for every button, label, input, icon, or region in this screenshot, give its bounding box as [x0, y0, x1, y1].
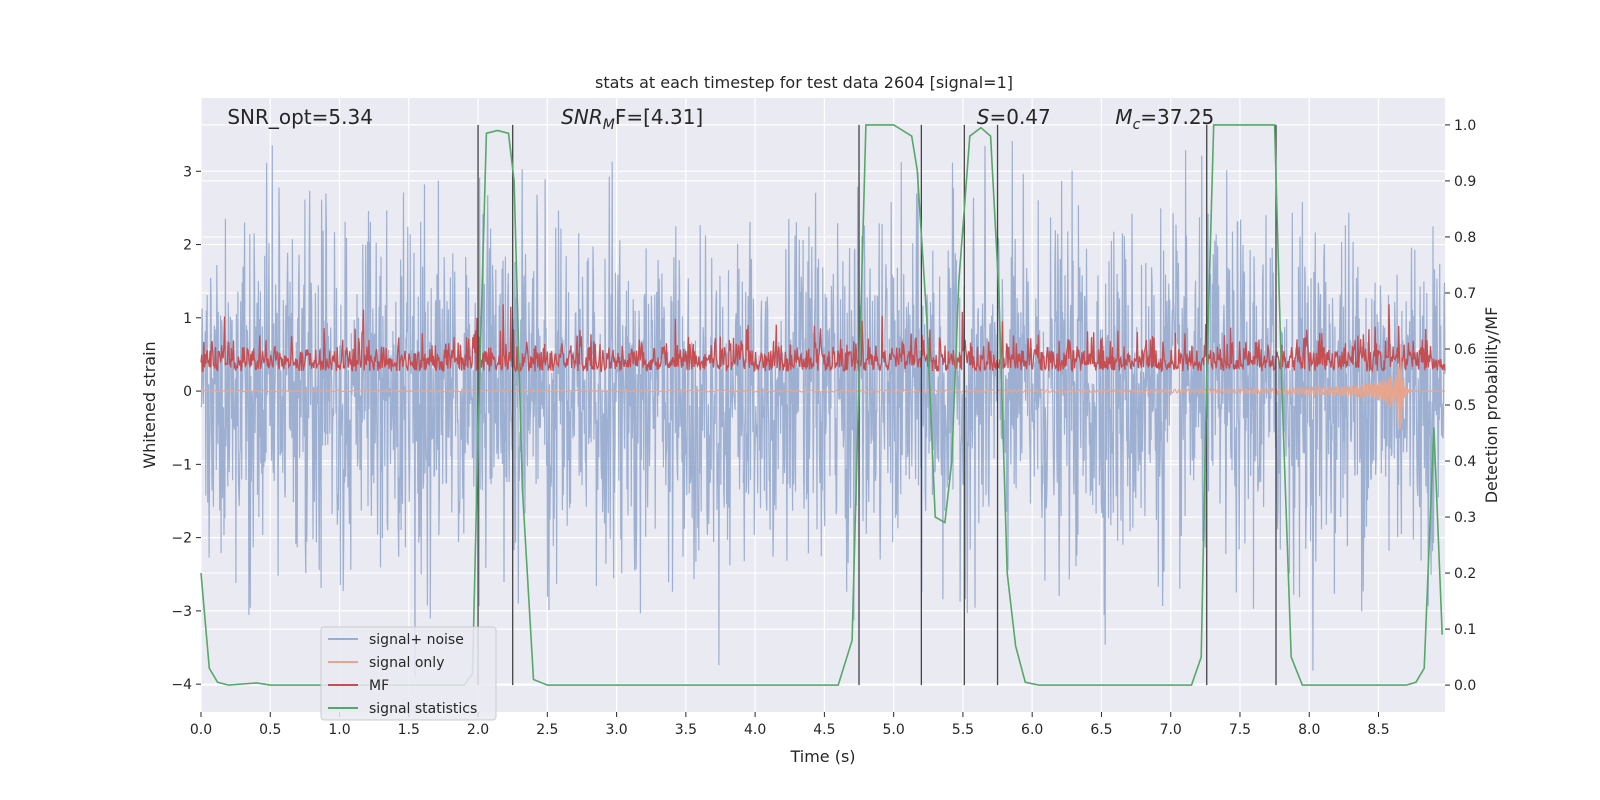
x-tick-label: 7.0: [1160, 722, 1182, 738]
x-tick-label: 7.5: [1229, 722, 1251, 738]
x-tick-label: 1.5: [398, 722, 420, 738]
y2-tick-label: 0.6: [1454, 342, 1476, 358]
y2-tick-label: 0.7: [1454, 286, 1476, 302]
mf-line: [200, 304, 1446, 373]
y2-tick-label: 1.0: [1454, 118, 1476, 134]
x-tick-label: 3.5: [675, 722, 697, 738]
annotation-0: SNR_opt=5.34: [227, 105, 373, 129]
annotation-3: Mc=37.25: [1115, 105, 1214, 133]
series-mf: [200, 304, 1446, 373]
x-axis-label: Time (s): [789, 747, 855, 766]
x-tick-label: 2.0: [467, 722, 489, 738]
y-tick-label: −2: [171, 531, 192, 547]
chart-title: stats at each timestep for test data 260…: [595, 73, 1013, 92]
y-tick-label: 1: [183, 311, 192, 327]
x-tick-label: 8.5: [1367, 722, 1389, 738]
annotation-1: SNRMF=[4.31]: [561, 105, 703, 133]
y2-tick-label: 0.9: [1454, 174, 1476, 190]
x-tick-label: 6.5: [1090, 722, 1112, 738]
annotations: SNR_opt=5.34 SNRMF=[4.31] S=0.47 Mc=37.25: [227, 105, 1214, 133]
y-tick-label: 0: [183, 384, 192, 400]
y2-tick-label: 0.3: [1454, 510, 1476, 526]
x-tick-label: 5.0: [883, 722, 905, 738]
series-signal-noise: [200, 140, 1446, 677]
signal-only-line: [201, 343, 1445, 430]
y2-axis-ticks: 0.0 0.1 0.2 0.3 0.4 0.5 0.6 0.7 0.8 0.9 1.0: [1445, 118, 1476, 694]
y2-tick-label: 0.4: [1454, 454, 1476, 470]
legend-label-2: MF: [369, 678, 389, 694]
y2-tick-label: 0.1: [1454, 622, 1476, 638]
y-tick-label: 3: [183, 164, 192, 180]
legend-label-3: signal statistics: [369, 701, 477, 717]
series-signal-only: [201, 343, 1445, 430]
y-axis-label: Whitened strain: [140, 341, 159, 468]
legend-label-1: signal only: [369, 655, 444, 671]
y-tick-label: 2: [183, 238, 192, 254]
y2-tick-label: 0.8: [1454, 230, 1476, 246]
x-tick-label: 4.5: [813, 722, 835, 738]
x-tick-label: 0.0: [190, 722, 212, 738]
y2-tick-label: 0.2: [1454, 566, 1476, 582]
x-tick-label: 1.0: [328, 722, 350, 738]
x-tick-label: 2.5: [536, 722, 558, 738]
y-axis-ticks: −4 −3 −2 −1 0 1 2 3: [171, 164, 201, 693]
x-tick-label: 0.5: [259, 722, 281, 738]
x-tick-label: 5.5: [952, 722, 974, 738]
y-tick-label: −1: [171, 457, 192, 473]
y2-axis-label: Detection probability/MF: [1482, 307, 1501, 504]
x-tick-label: 3.0: [605, 722, 627, 738]
y2-tick-label: 0.0: [1454, 678, 1476, 694]
y2-tick-label: 0.5: [1454, 398, 1476, 414]
y-tick-label: −3: [171, 604, 192, 620]
annotation-2: S=0.47: [977, 105, 1051, 129]
x-tick-label: 4.0: [744, 722, 766, 738]
legend: signal+ noise signal only MF signal statist…: [320, 626, 497, 721]
legend-label-0: signal+ noise: [369, 632, 464, 648]
legend-box: [320, 626, 497, 721]
y-tick-label: −4: [171, 677, 192, 693]
x-tick-label: 6.0: [1021, 722, 1043, 738]
x-tick-label: 8.0: [1298, 722, 1320, 738]
signal-noise-line: [200, 140, 1446, 677]
x-axis-ticks: 0.0 0.5 1.0 1.5 2.0 2.5 3.0 3.5 4.0 4.5 5.0 5.5 6.0 6…: [190, 712, 1390, 738]
